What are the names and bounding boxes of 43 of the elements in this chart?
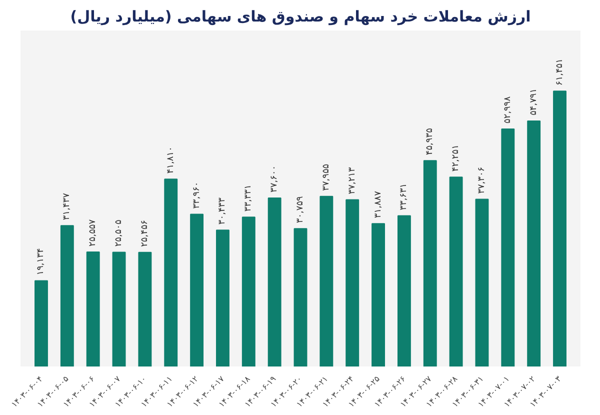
data-label: ۵۴,۷۹۱: [528, 88, 539, 116]
data-label: ۲۵,۴۵۶: [140, 220, 150, 247]
data-label: ۴۱,۸۱۰: [166, 146, 176, 174]
data-label: ۶۱,۴۵۱: [554, 58, 565, 86]
bar: [268, 197, 282, 366]
data-label: ۳۷,۹۵۵: [321, 164, 332, 191]
bar: [553, 90, 566, 366]
bar: [372, 223, 385, 366]
bar: [216, 230, 230, 366]
bar: [164, 178, 178, 366]
bar: [449, 176, 463, 366]
bar: [320, 196, 334, 366]
data-label: ۵۲,۹۹۸: [502, 96, 513, 124]
bar: [527, 120, 541, 366]
bar: [138, 252, 152, 366]
bar: [190, 214, 204, 366]
bar: [112, 252, 126, 366]
data-label: ۱۹,۱۳۴: [36, 248, 46, 276]
data-label: ۳۳,۹۶۰: [192, 182, 202, 209]
bar: [346, 199, 360, 366]
data-label: ۴۵,۹۳۵: [425, 128, 436, 156]
data-label: ۳۱,۸۸۷: [373, 190, 384, 218]
chart-title: ارزش معاملات خرد سهام و صندوق های سهامی (میلیارد ریال): [70, 8, 531, 26]
data-label: ۳۷,۳۰۶: [476, 166, 487, 194]
data-label: ۳۱,۴۳۷: [62, 192, 72, 220]
data-label: ۳۰,۷۵۹: [296, 196, 306, 224]
data-label: ۲۵,۵۰۵: [114, 219, 124, 247]
bar: [86, 251, 100, 366]
data-label: ۳۳,۶۳۱: [399, 183, 410, 210]
bar: [294, 228, 308, 366]
bar: [501, 128, 515, 366]
bar: [423, 160, 437, 366]
bar: [60, 225, 74, 366]
data-label: ۳۳,۳۳۱: [244, 184, 254, 212]
data-label: ۴۲,۲۵۱: [451, 144, 462, 172]
data-label: ۲۵,۵۵۷: [88, 219, 98, 246]
bar: [34, 280, 48, 366]
bar: [397, 215, 411, 366]
bar: [475, 198, 489, 366]
data-label: ۳۷,۶۰۰: [270, 165, 280, 192]
data-label: ۳۰,۴۳۳: [218, 197, 228, 225]
data-label: ۳۷,۲۱۳: [347, 167, 358, 194]
bar: [242, 216, 256, 366]
